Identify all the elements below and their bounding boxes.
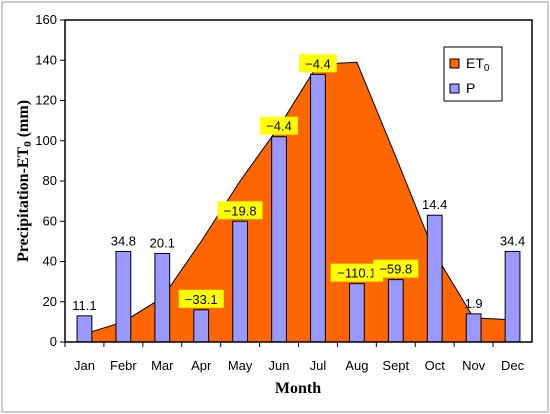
data-label-text: −4.4 — [305, 56, 331, 71]
data-label-highlight — [178, 289, 224, 308]
x-axis-ticks: Jan Febr Mar Apr May Jun Jul Aug Sept Oct Nov Dec — [64, 342, 525, 373]
y-tick-label: 40 — [43, 254, 57, 269]
y-tick-label: 80 — [43, 173, 57, 188]
data-label-highlight — [217, 201, 263, 220]
data-label-jun: −4.4 — [260, 116, 298, 135]
x-tick-label-jun: Jun — [269, 358, 290, 373]
y-axis-title-main: Precipitation-ET — [15, 146, 32, 262]
data-label-mar: 20.1 — [150, 235, 175, 250]
data-label-febr: 34.8 — [111, 233, 136, 248]
bar-p-aug — [348, 283, 365, 343]
y-tick-label: 120 — [35, 93, 57, 108]
bar-p-jun — [271, 136, 287, 343]
x-axis-title: Month — [275, 380, 321, 397]
data-label-jan: 11.1 — [72, 298, 96, 313]
y-tick-label: 160 — [35, 12, 57, 27]
y-tick-label: 0 — [50, 334, 57, 349]
data-label-text: 1.9 — [465, 296, 483, 311]
y-axis-title-unit: (mm) — [15, 100, 32, 141]
data-label-text: −59.8 — [379, 262, 412, 277]
data-label-sept: −59.8 — [373, 259, 419, 278]
data-label-oct: 14.4 — [422, 197, 447, 212]
bar-p-may — [232, 220, 249, 343]
data-label-text: 34.4 — [500, 233, 525, 248]
legend-swatch-et0 — [449, 58, 460, 69]
data-label-aug: −110.1 — [330, 263, 384, 282]
data-label-text: −33.1 — [185, 292, 218, 307]
y-axis-title-subscript: 0 — [22, 141, 34, 147]
plot-area: 11.1 34.8 20.1 −33.1 −19.8 −4.4 −4.4 −110.1 −59.… — [64, 19, 533, 343]
bar-p-mar — [154, 252, 171, 343]
legend-label-et0-main: ET — [466, 55, 484, 71]
bar-p-oct — [426, 214, 443, 343]
data-label-highlight — [260, 116, 298, 135]
data-label-text: 34.8 — [111, 233, 136, 248]
legend: ET0 P — [443, 46, 503, 102]
y-tick-label: 100 — [35, 133, 57, 148]
data-label-jul: −4.4 — [299, 54, 337, 73]
y-axis-ticks: 0 20 40 60 80 100 120 140 160 — [35, 12, 65, 349]
legend-label-et0-subscript: 0 — [484, 63, 490, 74]
x-tick-label-aug: Aug — [345, 358, 368, 373]
x-tick-label-nov: Nov — [462, 358, 486, 373]
data-label-dec: 34.4 — [500, 233, 525, 248]
data-label-text: −19.8 — [224, 203, 257, 218]
bar-p-apr — [193, 309, 210, 343]
legend-label-et0: ET0 — [466, 55, 490, 74]
data-label-apr: −33.1 — [178, 289, 224, 308]
data-label-text: −110.1 — [337, 266, 376, 281]
x-tick-label-mar: Mar — [151, 358, 174, 373]
y-tick-label: 140 — [35, 52, 57, 67]
legend-swatch-p — [449, 83, 460, 94]
bar-p-jan — [76, 315, 93, 343]
y-tick-label: 20 — [43, 294, 57, 309]
x-tick-label-apr: Apr — [191, 358, 212, 373]
data-label-highlight — [373, 259, 419, 278]
x-tick-label-jul: Jul — [310, 358, 327, 373]
bar-p-nov — [465, 313, 482, 343]
x-tick-label-sept: Sept — [382, 358, 409, 373]
legend-label-p: P — [466, 80, 475, 96]
x-tick-label-oct: Oct — [425, 358, 446, 373]
x-tick-label-may: May — [228, 358, 253, 373]
data-label-text: 11.1 — [72, 298, 96, 313]
bar-p-sept — [387, 279, 404, 343]
bar-p-jul — [310, 73, 326, 343]
bar-p-febr — [115, 250, 132, 343]
data-label-text: 20.1 — [150, 235, 175, 250]
y-tick-label: 60 — [43, 213, 57, 228]
y-axis-title: Precipitation-ET0 (mm) — [15, 100, 34, 262]
data-label-nov: 1.9 — [465, 296, 483, 311]
data-label-highlight — [330, 263, 384, 282]
x-tick-label-febr: Febr — [110, 358, 137, 373]
data-label-highlight — [299, 54, 337, 73]
data-label-may: −19.8 — [217, 201, 263, 220]
x-tick-label-dec: Dec — [501, 358, 525, 373]
x-tick-label-jan: Jan — [74, 358, 95, 373]
bar-p-dec — [504, 250, 521, 343]
data-label-text: 14.4 — [422, 197, 447, 212]
data-label-text: −4.4 — [266, 119, 292, 134]
